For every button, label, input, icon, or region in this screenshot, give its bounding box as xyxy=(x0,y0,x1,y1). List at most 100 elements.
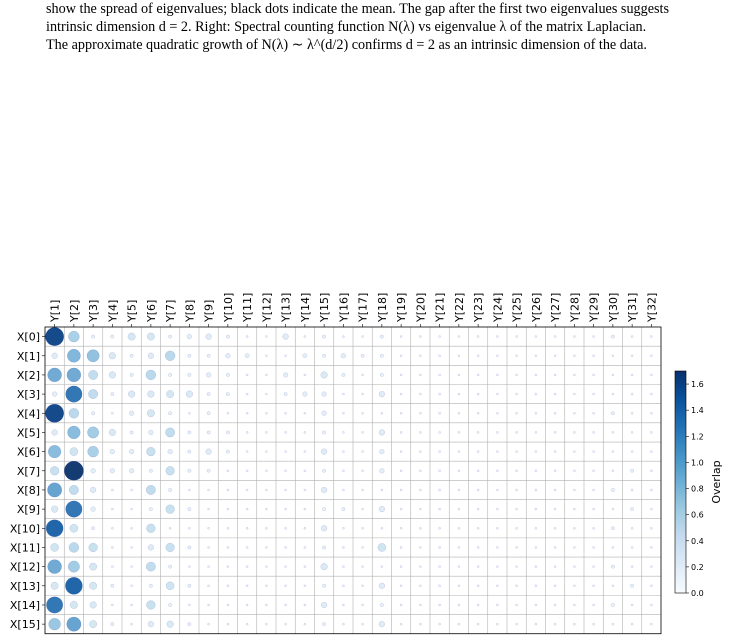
bubble-X[10]-Y[22] xyxy=(457,527,461,530)
bubble-X[14]-Y[25] xyxy=(515,603,518,607)
bubble-X[13]-Y[21] xyxy=(438,584,441,588)
bubble-X[11]-Y[24] xyxy=(496,546,499,549)
bubble-X[14]-Y[4] xyxy=(111,603,114,607)
bubble-X[10]-Y[15] xyxy=(321,525,328,532)
bubble-X[2]-Y[26] xyxy=(534,373,538,377)
bubble-X[0]-Y[8] xyxy=(186,334,192,340)
bubble-X[9]-Y[1] xyxy=(51,505,59,513)
bubble-X[10]-Y[26] xyxy=(534,527,538,530)
x-tick-label: Y[2] xyxy=(68,300,81,323)
bubble-X[4]-Y[5] xyxy=(129,410,135,416)
bubble-X[7]-Y[3] xyxy=(90,468,96,474)
bubble-X[1]-Y[2] xyxy=(67,348,81,363)
bubble-X[2]-Y[15] xyxy=(320,371,328,379)
bubble-X[15]-Y[21] xyxy=(438,622,441,626)
bubble-X[7]-Y[23] xyxy=(476,469,480,473)
bubble-X[6]-Y[16] xyxy=(342,450,345,453)
bubble-X[6]-Y[13] xyxy=(284,450,287,453)
bubble-X[5]-Y[28] xyxy=(573,431,576,434)
bubble-X[4]-Y[9] xyxy=(206,411,211,416)
bubble-X[11]-Y[28] xyxy=(573,546,576,549)
bubble-X[5]-Y[4] xyxy=(108,428,116,436)
bubble-X[11]-Y[3] xyxy=(88,542,98,553)
bubble-X[14]-Y[15] xyxy=(321,601,328,609)
bubble-X[10]-Y[17] xyxy=(361,527,364,530)
bubble-X[10]-Y[30] xyxy=(611,526,615,531)
bubble-X[14]-Y[26] xyxy=(534,603,538,607)
bubble-X[12]-Y[14] xyxy=(303,565,307,568)
bubble-X[7]-Y[2] xyxy=(64,460,84,481)
bubble-X[13]-Y[7] xyxy=(165,581,175,591)
bubble-X[0]-Y[19] xyxy=(399,335,403,338)
bubble-X[7]-Y[29] xyxy=(592,469,595,473)
x-tick-label: Y[10] xyxy=(222,293,235,323)
bubble-X[2]-Y[6] xyxy=(145,369,157,381)
bubble-X[7]-Y[16] xyxy=(342,469,345,473)
bubble-layer xyxy=(45,327,653,632)
bubble-X[13]-Y[29] xyxy=(592,584,595,588)
x-tick-label: Y[22] xyxy=(453,293,466,323)
x-tick-label: Y[16] xyxy=(337,293,350,323)
bubble-X[7]-Y[19] xyxy=(399,469,403,473)
bubble-X[9]-Y[14] xyxy=(303,507,307,511)
bubble-X[11]-Y[20] xyxy=(419,546,422,549)
bubble-X[0]-Y[14] xyxy=(303,335,307,338)
bubble-X[10]-Y[23] xyxy=(476,527,480,530)
bubble-X[7]-Y[32] xyxy=(650,469,653,473)
bubble-X[15]-Y[19] xyxy=(399,622,403,626)
bubble-X[8]-Y[4] xyxy=(111,488,114,492)
bubble-X[6]-Y[7] xyxy=(167,449,173,455)
bubble-X[8]-Y[8] xyxy=(188,488,191,492)
bubble-X[5]-Y[12] xyxy=(265,431,268,434)
bubble-X[7]-Y[14] xyxy=(303,469,307,473)
bubble-X[4]-Y[28] xyxy=(573,412,576,415)
bubble-X[11]-Y[13] xyxy=(284,546,287,549)
caption-line-2: intrinsic dimension d = 2. Right: Spectr… xyxy=(46,19,647,35)
bubble-X[6]-Y[2] xyxy=(69,447,79,456)
bubble-X[12]-Y[31] xyxy=(630,565,634,568)
bubble-X[7]-Y[4] xyxy=(109,468,115,474)
bubble-X[12]-Y[8] xyxy=(188,565,191,568)
bubble-X[0]-Y[4] xyxy=(110,334,115,339)
bubble-X[2]-Y[31] xyxy=(630,373,634,377)
bubble-X[2]-Y[7] xyxy=(168,373,172,377)
bubble-X[5]-Y[24] xyxy=(496,431,499,434)
bubble-X[3]-Y[28] xyxy=(573,392,576,396)
bubble-X[12]-Y[3] xyxy=(89,562,98,571)
bubble-X[15]-Y[7] xyxy=(166,620,174,628)
bubble-X[13]-Y[27] xyxy=(553,584,557,588)
bubble-X[7]-Y[31] xyxy=(630,468,634,473)
bubble-X[7]-Y[21] xyxy=(438,469,441,473)
bubble-X[12]-Y[20] xyxy=(419,565,422,568)
colorbar-label: Overlap xyxy=(710,460,723,503)
bubble-X[1]-Y[24] xyxy=(496,354,499,357)
bubble-X[10]-Y[32] xyxy=(650,527,653,530)
bubble-X[1]-Y[23] xyxy=(476,354,480,357)
bubble-X[14]-Y[3] xyxy=(89,601,97,609)
x-tick-label: Y[23] xyxy=(472,293,485,323)
x-tick-label: Y[24] xyxy=(491,293,504,323)
bubble-X[10]-Y[18] xyxy=(380,527,384,530)
bubble-X[3]-Y[32] xyxy=(650,392,653,396)
bubble-X[9]-Y[22] xyxy=(457,507,461,511)
bubble-X[9]-Y[9] xyxy=(207,507,210,511)
caption-line-3: The approximate quadratic growth of N(λ)… xyxy=(46,37,647,53)
bubble-X[4]-Y[7] xyxy=(168,411,172,416)
bubble-X[11]-Y[14] xyxy=(303,546,307,549)
bubble-X[1]-Y[7] xyxy=(164,350,176,361)
bubble-X[4]-Y[23] xyxy=(476,412,480,415)
bubble-X[3]-Y[29] xyxy=(592,392,595,396)
bubble-X[14]-Y[2] xyxy=(69,601,78,609)
bubble-X[9]-Y[23] xyxy=(476,507,480,511)
colorbar-tick-label: 0.4 xyxy=(691,537,704,546)
bubble-X[0]-Y[15] xyxy=(322,334,326,339)
x-tick-label: Y[19] xyxy=(395,293,408,323)
bubble-X[5]-Y[5] xyxy=(129,430,134,435)
bubble-X[11]-Y[21] xyxy=(438,546,441,549)
y-tick-label: X[3] xyxy=(17,388,40,401)
colorbar-tick-label: 0.6 xyxy=(691,511,704,520)
bubble-X[1]-Y[19] xyxy=(399,354,403,357)
bubble-X[13]-Y[8] xyxy=(187,583,192,588)
bubble-X[8]-Y[1] xyxy=(47,482,63,498)
bubble-X[15]-Y[10] xyxy=(226,622,230,626)
